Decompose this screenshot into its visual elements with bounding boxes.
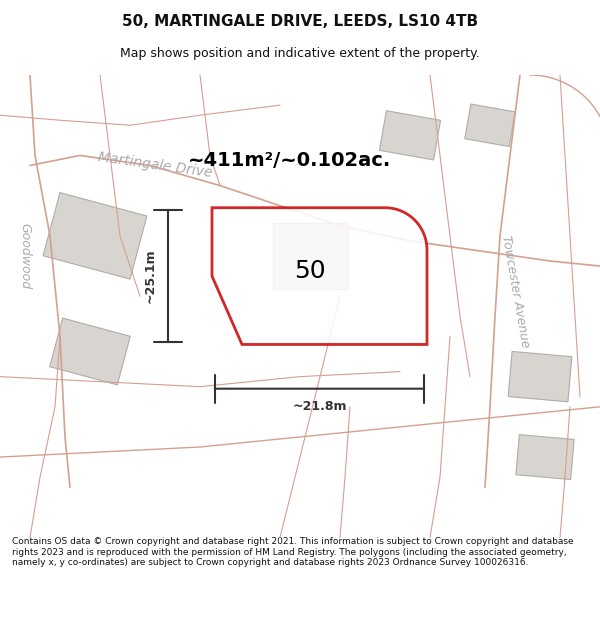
Polygon shape (272, 223, 347, 289)
Text: Map shows position and indicative extent of the property.: Map shows position and indicative extent… (120, 48, 480, 61)
Polygon shape (50, 318, 130, 385)
Polygon shape (43, 192, 147, 279)
Text: Towcester Avenue: Towcester Avenue (499, 234, 531, 348)
Text: Martingale Drive: Martingale Drive (97, 151, 213, 181)
Text: Contains OS data © Crown copyright and database right 2021. This information is : Contains OS data © Crown copyright and d… (12, 538, 574, 568)
Polygon shape (516, 434, 574, 479)
Polygon shape (212, 208, 427, 344)
Polygon shape (508, 351, 572, 402)
Text: 50: 50 (294, 259, 326, 283)
Text: Goodwood: Goodwood (19, 223, 32, 289)
Text: ~21.8m: ~21.8m (292, 400, 347, 413)
Polygon shape (465, 104, 515, 146)
Text: 50, MARTINGALE DRIVE, LEEDS, LS10 4TB: 50, MARTINGALE DRIVE, LEEDS, LS10 4TB (122, 14, 478, 29)
Polygon shape (379, 111, 440, 160)
Text: ~411m²/~0.102ac.: ~411m²/~0.102ac. (188, 151, 392, 170)
Text: ~25.1m: ~25.1m (143, 249, 157, 303)
